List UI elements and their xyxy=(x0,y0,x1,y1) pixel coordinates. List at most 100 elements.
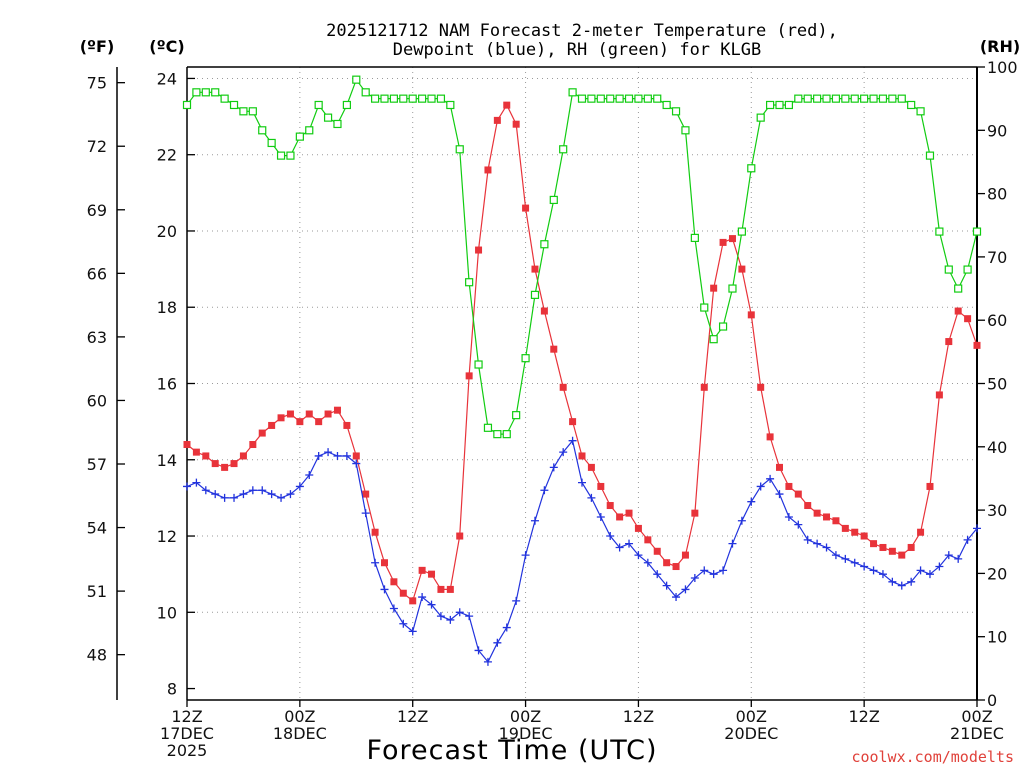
temperature-point xyxy=(540,307,548,315)
temperature-point xyxy=(879,543,887,551)
dewpoint-point xyxy=(399,619,408,628)
temperature-point xyxy=(606,502,614,510)
celsius-tick-label: 12 xyxy=(157,527,177,546)
rh-point xyxy=(907,100,916,110)
rh-point xyxy=(474,360,483,369)
temperature-point xyxy=(192,448,200,456)
temperature-point xyxy=(644,536,652,544)
rh-point xyxy=(831,94,841,103)
rh-point xyxy=(333,119,342,129)
celsius-tick-label: 14 xyxy=(157,451,177,470)
temperature-point xyxy=(785,482,793,490)
temperature-point xyxy=(221,463,229,471)
dewpoint-point xyxy=(201,486,210,495)
rh-point xyxy=(446,100,455,110)
temperature-point xyxy=(954,307,962,315)
dewpoint-point xyxy=(878,570,887,579)
temperature-point xyxy=(512,120,520,128)
temperature-point xyxy=(522,204,530,212)
rh-point xyxy=(587,94,596,103)
rh-point xyxy=(577,94,587,103)
x-tick-label-line: 19DEC xyxy=(499,724,553,743)
temperature-point xyxy=(456,532,464,540)
rh-point xyxy=(493,430,502,439)
temperature-point xyxy=(851,528,859,536)
x-tick-label-line: 00Z xyxy=(510,707,541,726)
temperature-point xyxy=(578,452,586,460)
rh-point xyxy=(380,94,389,103)
dewpoint-point xyxy=(973,524,981,533)
temperature-point xyxy=(964,315,972,323)
temperature-point xyxy=(653,547,661,555)
x-tick-label-line: 21DEC xyxy=(950,724,1004,743)
x-tick-label-line: 18DEC xyxy=(273,724,327,743)
rh-point xyxy=(700,303,709,312)
rh-point xyxy=(295,132,304,141)
temperature-point xyxy=(211,460,219,468)
temperature-point xyxy=(728,235,736,243)
rh-point xyxy=(361,88,370,97)
temperature-point xyxy=(870,540,878,548)
dewpoint-point xyxy=(662,581,671,590)
rh-point xyxy=(643,94,652,103)
x-axis-label: Forecast Time (UTC) xyxy=(366,735,657,766)
rh-point xyxy=(718,322,728,331)
dewpoint-point xyxy=(653,570,662,579)
x-tick-label: 00Z 20DEC xyxy=(724,707,778,743)
rh-point xyxy=(897,94,906,103)
dewpoint-point xyxy=(578,478,586,487)
dewpoint-point xyxy=(944,551,953,560)
dewpoint-point xyxy=(690,573,699,582)
temperature-point xyxy=(898,551,906,559)
dewpoint-point xyxy=(305,471,314,480)
x-tick-label: 12Z xyxy=(848,707,879,726)
dewpoint-point xyxy=(587,493,596,502)
rh-point xyxy=(756,113,765,122)
dewpoint-point xyxy=(277,493,286,502)
dewpoint-line xyxy=(186,439,978,663)
temperature-point xyxy=(569,418,577,426)
source-credit: coolwx.com/modelts xyxy=(851,748,1014,766)
dewpoint-point xyxy=(408,627,417,636)
rh-point xyxy=(276,151,286,160)
x-tick-label: 12Z 17DEC 2025 xyxy=(160,707,214,760)
temperature-point xyxy=(776,463,783,471)
dewpoint-point xyxy=(634,551,643,560)
temperature-point xyxy=(681,551,689,559)
temperature-point xyxy=(625,509,633,517)
dewpoint-point xyxy=(606,532,615,541)
dewpoint-point xyxy=(813,539,822,548)
dewpoint-point xyxy=(540,486,549,495)
rh-point xyxy=(342,100,351,110)
temperature-line xyxy=(186,103,978,602)
rh-point xyxy=(540,240,549,249)
temperature-point xyxy=(945,338,953,346)
dewpoint-point xyxy=(549,463,558,472)
dewpoint-point xyxy=(935,562,944,571)
temperature-point xyxy=(343,421,351,429)
rh-tick-label: 20 xyxy=(987,564,1007,583)
celsius-tick-label: 22 xyxy=(157,146,177,165)
rh-point xyxy=(878,94,888,103)
dewpoint-point xyxy=(672,593,681,602)
rh-point xyxy=(765,100,775,110)
grid-lines xyxy=(187,67,977,700)
temperature-point xyxy=(249,441,257,449)
dewpoint-point xyxy=(183,482,191,491)
rh-point xyxy=(399,94,408,103)
dewpoint-point xyxy=(389,604,398,613)
celsius-axis-unit: (ºC) xyxy=(149,37,184,56)
temperature-point xyxy=(503,101,511,109)
rh-point xyxy=(662,100,671,110)
rh-point xyxy=(634,94,643,103)
temperature-point xyxy=(700,383,708,391)
temperature-point xyxy=(418,566,426,574)
rh-point xyxy=(653,94,662,103)
rh-tick-label: 60 xyxy=(987,311,1007,330)
rh-point xyxy=(559,145,568,154)
dewpoint-point xyxy=(719,566,728,575)
rh-point xyxy=(615,94,624,103)
temperature-point xyxy=(719,238,727,246)
x-tick-label-line: 20DEC xyxy=(724,724,778,743)
rh-point xyxy=(671,107,681,116)
